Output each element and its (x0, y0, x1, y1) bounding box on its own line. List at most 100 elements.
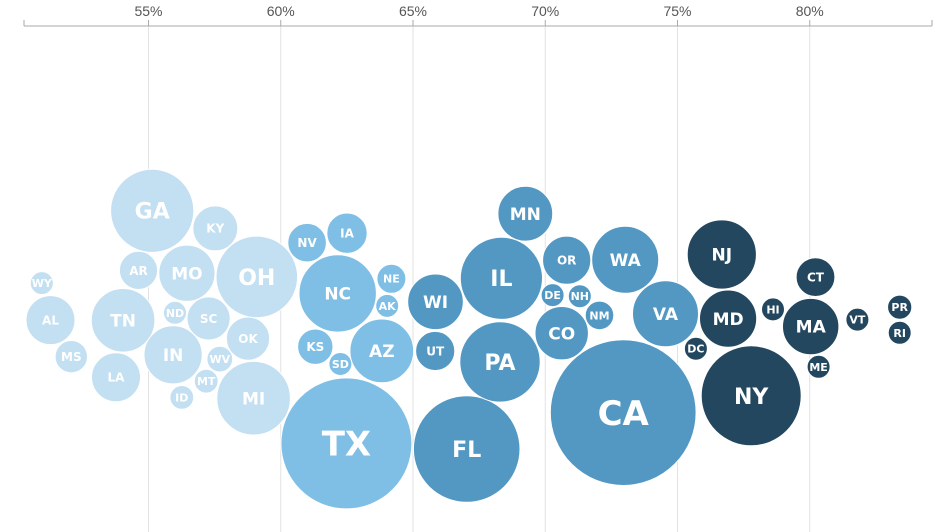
bubbles: GA SC WV MS WY TN ID KY AL LA MO ND MT AR OK IN TX OH KS SD… (25, 168, 913, 510)
bubble-circle (407, 273, 464, 331)
bubble-nh: NH (567, 284, 592, 309)
bubble-ne: NE (376, 263, 407, 294)
bubble-label: UT (426, 344, 445, 358)
bubble-wv: WV (206, 345, 234, 373)
bubble-circle (328, 352, 353, 376)
bubble-circle (686, 219, 757, 290)
bubble-circle (412, 395, 521, 503)
bubble-circle (375, 293, 400, 318)
bubble-circle (216, 360, 291, 436)
bubble-label: NY (734, 385, 769, 410)
bubble-circle (534, 306, 589, 361)
bubble-circle (549, 339, 697, 487)
bubble-circle (91, 352, 141, 403)
bubble-label: MI (242, 389, 265, 409)
bubble-label: WI (423, 293, 448, 313)
bubble-label: PA (484, 351, 515, 376)
bubble-circle (54, 340, 89, 374)
bubble-label: MT (197, 375, 216, 388)
bubble-label: DE (544, 289, 561, 302)
bubble-label: ME (809, 361, 827, 374)
bubble-az: AZ (349, 318, 415, 384)
bubble-label: FL (452, 438, 481, 463)
bubble-ut: UT (415, 330, 456, 372)
bubble-label: IN (163, 346, 184, 366)
bubble-label: MO (171, 264, 202, 284)
bubble-label: MD (713, 310, 744, 330)
bubble-id: ID (169, 385, 195, 410)
bubble-circle (761, 297, 785, 322)
bubble-label: NH (571, 290, 589, 303)
bubble-me: ME (806, 354, 831, 379)
bubble-la: LA (91, 352, 141, 403)
bubble-sc: SC (186, 296, 231, 341)
bubble-ar: AR (118, 250, 159, 290)
bubble-label: MS (61, 350, 82, 364)
bubble-circle (29, 271, 54, 296)
bubble-label: KS (306, 340, 324, 354)
bubble-nj: NJ (686, 219, 757, 290)
bubble-label: OK (238, 332, 258, 346)
bubble-circle (349, 318, 415, 384)
bubble-label: LA (108, 371, 126, 385)
bubble-ia: IA (326, 212, 368, 254)
bubble-ga: GA (110, 168, 195, 253)
bubble-ny: NY (700, 345, 802, 447)
bubble-circle (699, 289, 758, 348)
bubble-ms: MS (54, 340, 89, 374)
bubble-circle (287, 222, 327, 263)
bubble-ks: KS (297, 328, 334, 365)
bubble-label: RI (893, 327, 906, 340)
bubble-label: CO (548, 324, 575, 344)
bubble-label: MN (510, 205, 541, 225)
bubble-circle (542, 235, 592, 285)
bubble-nd: ND (163, 300, 187, 325)
x-tick-label: 60% (267, 3, 295, 19)
bubble-circle (415, 330, 456, 372)
bubble-label: WA (610, 251, 642, 271)
bubble-circle (297, 328, 334, 365)
x-tick-label: 65% (399, 3, 427, 19)
bubble-label: AR (129, 264, 148, 278)
x-tick-label: 80% (796, 3, 824, 19)
bubble-label: VA (653, 305, 679, 325)
bubble-circle (459, 321, 541, 403)
bubble-circle (497, 185, 554, 242)
bubble-label: OH (238, 266, 275, 291)
bubble-dc: DC (683, 336, 708, 361)
bubble-il: IL (459, 236, 543, 320)
bubble-or: OR (542, 235, 592, 285)
bubble-al: AL (25, 295, 76, 346)
bubble-ma: MA (782, 297, 840, 356)
bubble-ak: AK (375, 293, 400, 318)
bubble-md: MD (699, 289, 758, 348)
x-tick-label: 55% (134, 3, 162, 19)
bubble-circle (143, 325, 203, 385)
bubble-circle (215, 235, 299, 319)
bubble-vt: VT (845, 307, 870, 332)
bubble-va: VA (632, 280, 699, 348)
bubble-pr: PR (887, 294, 913, 320)
bubble-tn: TN (90, 288, 156, 353)
bubble-de: DE (540, 283, 565, 308)
bubble-ca: CA (549, 339, 697, 487)
bubble-label: IA (340, 227, 354, 241)
bubble-label: WV (209, 353, 230, 366)
bubble-circle (782, 297, 840, 356)
bubble-ct: CT (795, 257, 836, 298)
bubble-label: TN (110, 311, 136, 331)
bubble-wi: WI (407, 273, 464, 331)
x-tick-label: 70% (531, 3, 559, 19)
bubble-circle (298, 254, 377, 333)
bubble-in: IN (143, 325, 203, 385)
bubble-circle (683, 336, 708, 361)
bubble-circle (280, 377, 413, 510)
bubble-label: AL (42, 313, 59, 327)
bubble-co: CO (534, 306, 589, 361)
bubble-label: KY (206, 222, 224, 236)
bubble-label: NV (297, 236, 317, 250)
bubble-label: GA (135, 200, 170, 225)
bubble-label: SD (332, 358, 349, 371)
bubble-label: CA (598, 394, 650, 434)
bubble-label: NC (324, 285, 351, 305)
